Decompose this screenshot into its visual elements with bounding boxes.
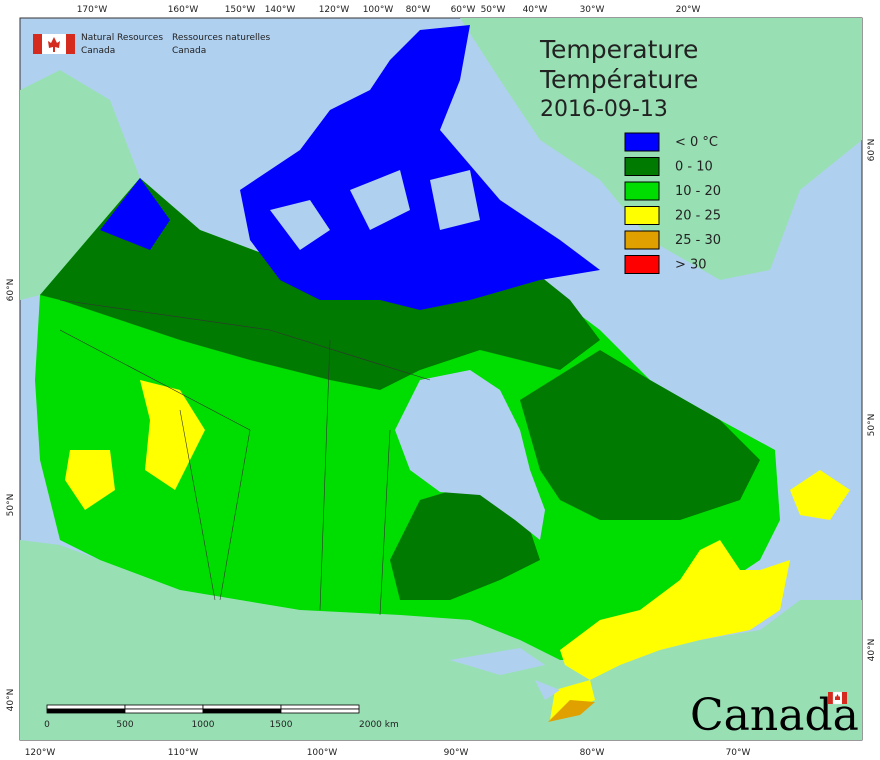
longitude-label: 80°W <box>580 748 605 758</box>
canada-temperature <box>35 25 850 722</box>
agency-signature: Natural Resources Canada Ressources natu… <box>33 33 271 56</box>
scale-segment <box>46 708 126 714</box>
scale-segment <box>124 704 204 710</box>
legend-label: 25 - 30 <box>675 233 721 248</box>
wordmark: Canada <box>690 690 859 741</box>
legend-label: > 30 <box>675 258 707 273</box>
longitude-label: 90°W <box>444 748 469 758</box>
latitude-label: 50°N <box>867 414 877 437</box>
scale-label: 2000 km <box>359 720 399 730</box>
longitude-label: 100°W <box>363 5 394 15</box>
longitude-label: 160°W <box>168 5 199 15</box>
latitude-label: 60°N <box>867 139 877 162</box>
scale-segment <box>280 708 360 714</box>
legend-swatch <box>624 255 660 274</box>
legend-swatch <box>624 181 660 201</box>
longitude-label: 50°W <box>481 5 506 15</box>
scale-label: 500 <box>116 720 133 730</box>
latitude-label: 40°N <box>6 689 16 712</box>
longitude-label: 170°W <box>77 5 108 15</box>
longitude-label: 120°W <box>319 5 350 15</box>
longitude-label: 110°W <box>168 748 199 758</box>
legend-swatch <box>624 206 660 225</box>
scale-segment <box>46 704 126 710</box>
legend: < 0 °C 0 - 10 10 - 20 20 - 25 25 - 30 > 30 <box>624 132 721 274</box>
foreign-land <box>20 18 862 740</box>
latitude-label: 60°N <box>6 279 16 302</box>
agency-en: Canada <box>81 46 115 56</box>
longitude-label: 20°W <box>676 5 701 15</box>
longitude-label: 40°W <box>523 5 548 15</box>
latitude-label: 50°N <box>6 494 16 517</box>
legend-label: 0 - 10 <box>675 160 713 175</box>
longitude-label: 120°W <box>25 748 56 758</box>
longitude-label: 70°W <box>726 748 751 758</box>
agency-fr: Canada <box>172 46 206 56</box>
legend-label: 20 - 25 <box>675 209 721 224</box>
scale-label: 1500 <box>270 720 293 730</box>
longitude-label: 100°W <box>307 748 338 758</box>
legend-label: < 0 °C <box>675 135 718 150</box>
agency-fr: Ressources naturelles <box>172 33 271 43</box>
scale-segment <box>280 704 360 710</box>
agency-en: Natural Resources <box>81 33 163 43</box>
scale-segment <box>202 708 282 714</box>
longitude-label: 30°W <box>580 5 605 15</box>
legend-swatch <box>624 157 660 176</box>
longitude-label: 60°W <box>451 5 476 15</box>
title-en: Temperature <box>539 35 698 64</box>
scale-segment <box>202 704 282 710</box>
latitude-label: 40°N <box>867 639 877 662</box>
legend-label: 10 - 20 <box>675 184 721 199</box>
legend-swatch <box>624 230 660 250</box>
longitude-label: 150°W <box>225 5 256 15</box>
longitude-label: 140°W <box>265 5 296 15</box>
scale-segment <box>124 708 204 714</box>
legend-swatch <box>624 132 660 152</box>
title-fr: Température <box>539 65 698 94</box>
longitude-label: 80°W <box>406 5 431 15</box>
scale-bar: 0 500 1000 1500 2000 km <box>44 704 399 730</box>
scale-label: 0 <box>44 720 50 730</box>
graticule-labels: 170°W 160°W 150°W 140°W 120°W 100°W 80°W 60°W 50… <box>6 5 877 758</box>
date: 2016-09-13 <box>540 97 668 122</box>
scale-label: 1000 <box>192 720 215 730</box>
